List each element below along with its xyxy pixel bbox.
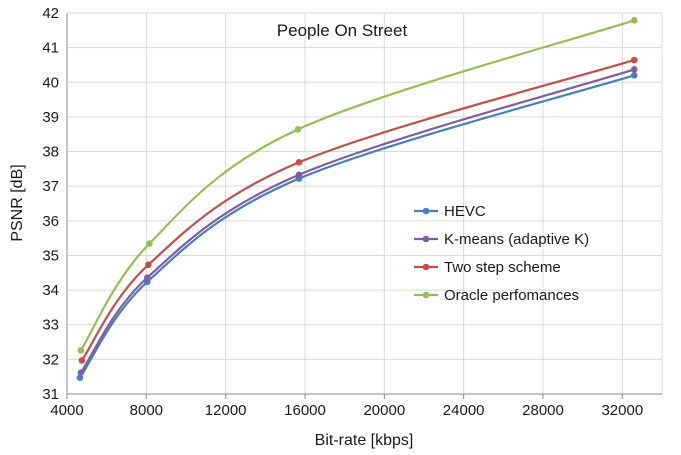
legend-swatch-marker [422, 291, 430, 299]
legend-entry: Oracle perfomances [414, 287, 579, 304]
data-point [77, 369, 85, 376]
legend-label: Oracle perfomances [444, 287, 579, 304]
data-point [294, 126, 302, 133]
x-axis-title: Bit-rate [kbps] [315, 432, 414, 449]
x-tick-label: 24000 [443, 402, 485, 419]
y-tick-label: 31 [42, 386, 59, 403]
x-tick-label: 4000 [50, 402, 83, 419]
y-tick-label: 34 [42, 282, 59, 299]
data-point [630, 72, 638, 79]
y-tick-label: 39 [42, 109, 59, 126]
y-tick-label: 38 [42, 144, 59, 161]
x-tick-labels: 4000 8000 12000 16000 20000 24000 28000 32000 [50, 402, 643, 419]
x-tick-label: 28000 [522, 402, 564, 419]
y-tick-label: 42 [42, 5, 59, 22]
data-point [295, 158, 303, 166]
y-tick-label: 37 [42, 178, 59, 195]
series-0 [76, 72, 638, 382]
series-line [80, 59, 635, 362]
y-tick-label: 41 [42, 40, 59, 57]
data-point [630, 56, 638, 64]
series-line [79, 68, 635, 374]
data-point [630, 16, 638, 24]
legend-swatch-marker [422, 263, 430, 271]
data-point [146, 240, 153, 247]
legend-entry: K-means (adaptive K) [414, 231, 589, 248]
series-line [79, 19, 635, 351]
data-point [145, 261, 152, 269]
x-tick-label: 16000 [284, 402, 326, 419]
x-tick-label: 12000 [205, 402, 247, 419]
axes [66, 13, 662, 399]
data-point [78, 357, 86, 364]
legend-label: K-means (adaptive K) [444, 231, 589, 248]
chart-title: People On Street [277, 21, 408, 40]
legend-swatch-marker [422, 207, 430, 215]
legend: HEVC K-means (adaptive K) Two step scheme O… [414, 203, 589, 304]
y-tick-label: 35 [42, 247, 59, 264]
data-point [144, 274, 151, 281]
legend-label: Two step scheme [444, 259, 561, 276]
series-line [78, 74, 635, 379]
x-tick-label: 20000 [363, 402, 405, 419]
y-tick-label: 33 [42, 317, 59, 334]
series-1 [77, 66, 638, 376]
x-tick-label: 8000 [130, 402, 163, 419]
legend-swatch-marker [422, 235, 430, 243]
legend-entry: HEVC [414, 203, 486, 220]
legend-label: HEVC [444, 203, 486, 220]
data-point [295, 171, 303, 179]
y-tick-label: 40 [42, 74, 59, 91]
data-point [630, 66, 638, 73]
y-axis-title: PSNR [dB] [9, 164, 26, 241]
y-tick-label: 32 [42, 351, 59, 368]
series-2 [78, 56, 638, 364]
series-group [76, 16, 638, 382]
legend-entry: Two step scheme [414, 259, 561, 276]
data-point [76, 374, 84, 382]
x-tick-label: 32000 [601, 402, 643, 419]
data-point [77, 347, 85, 354]
y-tick-label: 36 [42, 213, 59, 230]
series-3 [77, 16, 638, 354]
y-tick-labels: 31 32 33 34 35 36 37 38 39 40 41 42 [42, 5, 59, 403]
